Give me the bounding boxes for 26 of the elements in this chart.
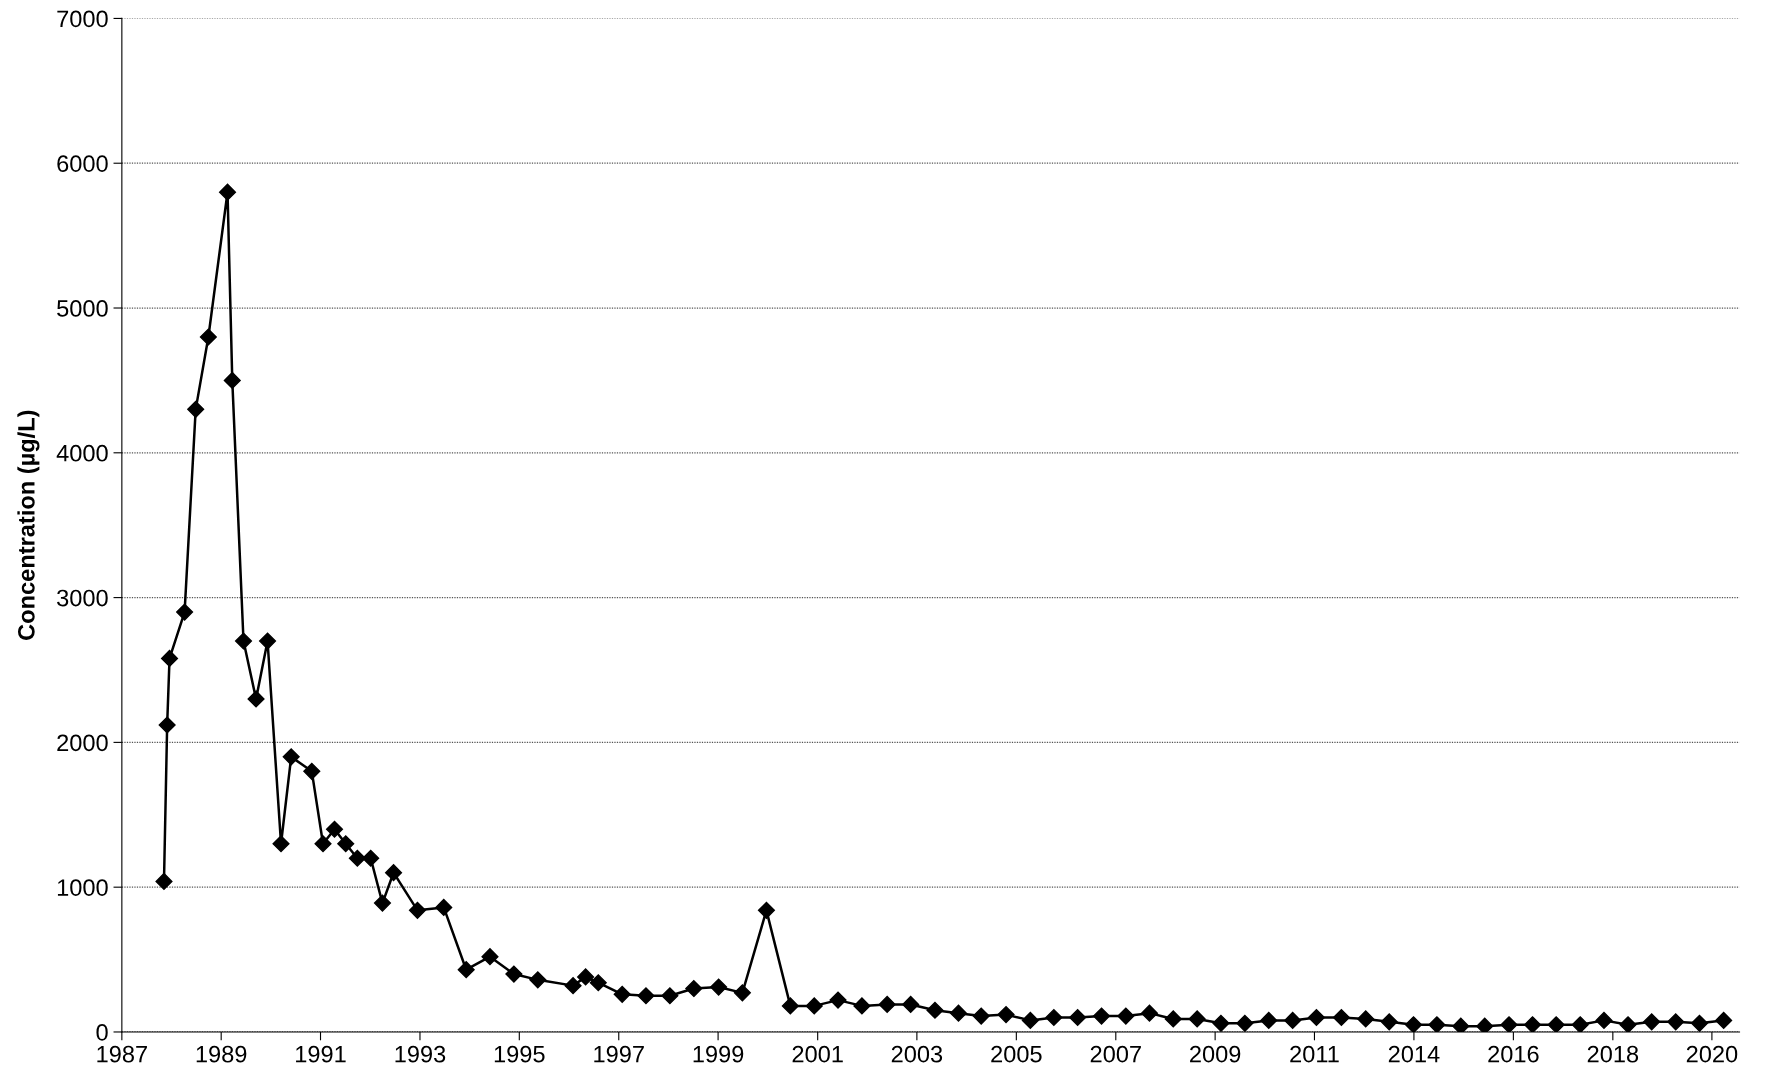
x-tick-label: 2003	[891, 1045, 943, 1063]
x-tick-label: 2020	[1686, 1045, 1738, 1063]
x-tick-label: 2016	[1488, 1045, 1539, 1063]
x-tick-label: 2014	[1388, 1045, 1440, 1063]
x-tick-label: 2005	[991, 1045, 1042, 1063]
y-tick-label: 6000	[57, 155, 108, 173]
x-tick-label: 2001	[792, 1045, 843, 1063]
x-tick-label: 1993	[395, 1045, 446, 1063]
y-tick-label: 4000	[56, 444, 108, 462]
x-tick-label: 2018	[1587, 1045, 1639, 1063]
x-tick-label: 1995	[494, 1045, 545, 1063]
y-axis-title: Concentration (µg/L)	[17, 410, 40, 640]
y-tick-label: 7000	[57, 10, 108, 28]
y-tick-label: 3000	[57, 589, 108, 607]
x-tick-label: 1999	[693, 1045, 744, 1063]
x-tick-label: 2007	[1090, 1045, 1141, 1063]
y-tick-label: 0	[96, 1024, 108, 1041]
x-tick-label: 1997	[594, 1045, 644, 1063]
x-tick-label: 1989	[196, 1045, 247, 1063]
y-tick-label: 2000	[57, 734, 108, 752]
x-tick-label: 2011	[1290, 1045, 1339, 1063]
x-tick-label: 1987	[97, 1045, 147, 1063]
y-tick-label: 5000	[57, 300, 108, 317]
y-tick-label: 1000	[57, 879, 108, 896]
x-tick-label: 1991	[296, 1045, 346, 1063]
x-tick-label: 2009	[1190, 1045, 1241, 1063]
